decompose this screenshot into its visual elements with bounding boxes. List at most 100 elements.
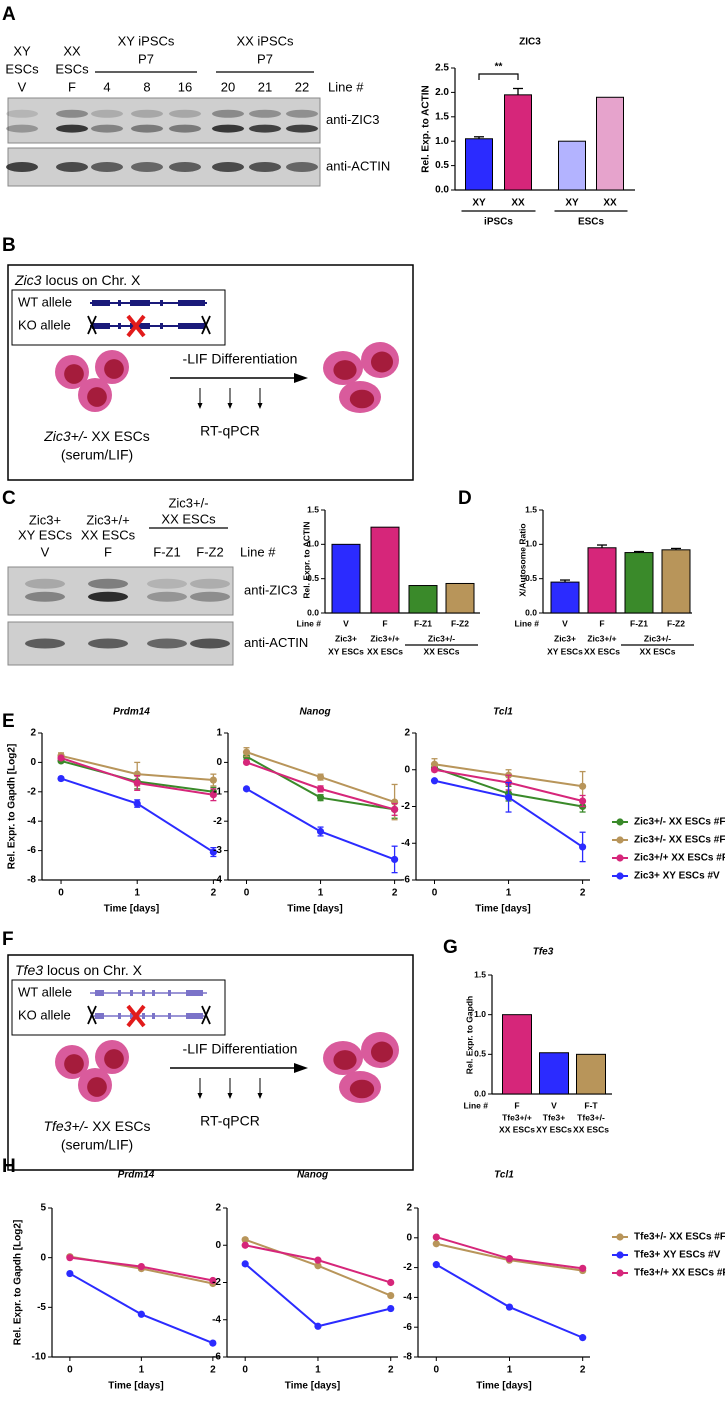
band bbox=[6, 124, 38, 133]
panel-label: F bbox=[2, 929, 14, 950]
x-tick-label: F-Z1 bbox=[414, 618, 432, 628]
lane-label: F-Z2 bbox=[196, 544, 223, 559]
x-tick-label: F bbox=[382, 618, 387, 628]
exon bbox=[168, 1013, 171, 1019]
line-label: Line # bbox=[240, 544, 276, 559]
band bbox=[6, 109, 38, 118]
arrow-head bbox=[257, 1093, 263, 1099]
ko-cross bbox=[126, 1004, 146, 1028]
bar bbox=[502, 1014, 532, 1095]
panel-label: H bbox=[2, 1156, 16, 1177]
diagram-title: Tfe3 locus on Chr. X bbox=[15, 962, 143, 978]
x-axis-label: Time [days] bbox=[285, 1381, 340, 1392]
nucleus bbox=[333, 360, 357, 380]
nucleus bbox=[64, 1054, 84, 1074]
marker bbox=[390, 805, 399, 814]
marker bbox=[242, 748, 251, 756]
bar bbox=[661, 549, 691, 614]
gene-name: Zic3 bbox=[14, 272, 42, 288]
x-tick-label: 1 bbox=[134, 888, 140, 899]
gene-name: Tfe3+/- bbox=[43, 1118, 88, 1134]
lane-label: F bbox=[68, 79, 76, 94]
bar bbox=[445, 582, 475, 614]
x-tick-label: V bbox=[562, 618, 568, 628]
group-label: XX ESCs bbox=[367, 646, 403, 656]
marker bbox=[314, 1262, 322, 1270]
exon bbox=[95, 1013, 104, 1019]
exon bbox=[118, 1013, 121, 1019]
nucleus bbox=[64, 364, 84, 384]
x-tick-label: 0 bbox=[58, 888, 64, 899]
nucleus bbox=[349, 1079, 375, 1099]
group-label: XX ESCs bbox=[424, 646, 460, 656]
band bbox=[212, 162, 244, 172]
chart-title: Nanog bbox=[299, 707, 330, 718]
legend-label: Zic3+/+ XX ESCs #F bbox=[634, 853, 725, 864]
row-label: anti-ZIC3 bbox=[326, 112, 379, 127]
x-axis-label: Time [days] bbox=[475, 904, 530, 915]
y-tick-label: 1.0 bbox=[474, 1009, 486, 1019]
scissors bbox=[201, 1005, 211, 1025]
y-tick-label: -5 bbox=[37, 1302, 46, 1313]
x-tick-label: F-Z2 bbox=[667, 618, 685, 628]
group-label: XY ESCs bbox=[547, 646, 583, 656]
x-tick-label: 1 bbox=[318, 888, 324, 899]
y-axis-label: Rel. Expr. to Gapdh [Log2] bbox=[13, 1220, 24, 1346]
y-tick-label: 0 bbox=[216, 757, 222, 768]
exon bbox=[130, 300, 150, 306]
marker bbox=[133, 799, 141, 808]
y-tick-label: 0 bbox=[215, 1240, 221, 1251]
group-label: XX ESCs bbox=[640, 646, 676, 656]
arrow-head bbox=[294, 373, 308, 383]
marker bbox=[504, 793, 513, 801]
y-tick-label: -4 bbox=[212, 1314, 221, 1325]
y-tick-label: 0 bbox=[30, 757, 36, 768]
band bbox=[249, 124, 281, 133]
cells-text: XX ESCs bbox=[92, 1118, 150, 1134]
x-tick-label: 2 bbox=[580, 888, 586, 899]
marker bbox=[578, 797, 587, 805]
x-axis-label: Time [days] bbox=[476, 1381, 531, 1392]
bar bbox=[596, 96, 624, 191]
marker bbox=[430, 760, 439, 768]
band bbox=[169, 124, 201, 133]
band bbox=[190, 638, 230, 649]
row-label: anti-ZIC3 bbox=[244, 582, 297, 597]
y-tick-label: -2 bbox=[212, 1277, 221, 1288]
bar bbox=[370, 526, 400, 614]
band bbox=[25, 638, 65, 649]
exon bbox=[118, 990, 121, 996]
exon bbox=[152, 1013, 155, 1019]
chart-title: Tcl1 bbox=[493, 707, 513, 718]
y-tick-label: -1 bbox=[213, 786, 222, 797]
y-tick-label: 1.0 bbox=[525, 539, 537, 549]
y-tick-label: 0.5 bbox=[525, 573, 537, 583]
column-label: XX bbox=[63, 43, 81, 58]
x-axis-label: Time [days] bbox=[287, 904, 342, 915]
band bbox=[249, 109, 281, 118]
exon bbox=[92, 300, 110, 306]
band bbox=[131, 109, 163, 118]
exon bbox=[92, 323, 110, 329]
process-label: -LIF Differentiation bbox=[183, 1041, 298, 1057]
column-label: P7 bbox=[257, 51, 273, 66]
column-label: XX ESCs bbox=[161, 511, 216, 526]
marker bbox=[390, 855, 399, 864]
x-axis-label: Line # bbox=[463, 1100, 488, 1110]
title-text: locus on Chr. X bbox=[45, 272, 141, 288]
x-tick-label: 0 bbox=[432, 888, 438, 899]
bar bbox=[408, 585, 438, 614]
group-label: iPSCs bbox=[484, 217, 513, 228]
line-label: Line # bbox=[328, 79, 364, 94]
panel-label: A bbox=[2, 4, 16, 25]
x-tick-label: F bbox=[514, 1100, 519, 1110]
cells-condition: (serum/LIF) bbox=[61, 447, 133, 463]
x-tick-label: 0 bbox=[67, 1365, 73, 1376]
y-tick-label: 2 bbox=[215, 1203, 221, 1214]
allele-label: WT allele bbox=[18, 984, 72, 999]
y-tick-label: -4 bbox=[401, 838, 410, 849]
panel-label: B bbox=[2, 235, 16, 256]
arrow-head bbox=[197, 403, 203, 409]
y-tick-label: -6 bbox=[401, 875, 410, 886]
band bbox=[56, 162, 88, 172]
